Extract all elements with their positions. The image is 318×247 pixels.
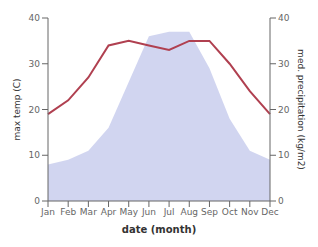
svg-text:0: 0 — [34, 196, 40, 206]
svg-text:Feb: Feb — [60, 207, 76, 217]
svg-text:Nov: Nov — [241, 207, 259, 217]
svg-text:40: 40 — [278, 13, 290, 23]
svg-text:20: 20 — [278, 105, 290, 115]
svg-text:10: 10 — [29, 150, 41, 160]
svg-text:Jun: Jun — [141, 207, 156, 217]
svg-text:Jan: Jan — [40, 207, 55, 217]
svg-text:30: 30 — [278, 59, 290, 69]
svg-text:max temp (C): max temp (C) — [12, 78, 22, 140]
svg-text:0: 0 — [278, 196, 284, 206]
svg-text:Dec: Dec — [261, 207, 278, 217]
svg-text:Oct: Oct — [222, 207, 238, 217]
svg-text:30: 30 — [29, 59, 41, 69]
svg-text:Apr: Apr — [101, 207, 117, 217]
svg-text:Aug: Aug — [180, 207, 198, 217]
svg-text:Mar: Mar — [80, 207, 97, 217]
svg-text:Sep: Sep — [201, 207, 218, 217]
svg-text:date (month): date (month) — [122, 224, 196, 235]
svg-text:40: 40 — [29, 13, 41, 23]
svg-text:Jul: Jul — [163, 207, 175, 217]
svg-text:20: 20 — [29, 105, 41, 115]
svg-text:May: May — [119, 207, 138, 217]
svg-text:med. precipitation (kg/m2): med. precipitation (kg/m2) — [296, 49, 306, 170]
svg-text:10: 10 — [278, 150, 290, 160]
